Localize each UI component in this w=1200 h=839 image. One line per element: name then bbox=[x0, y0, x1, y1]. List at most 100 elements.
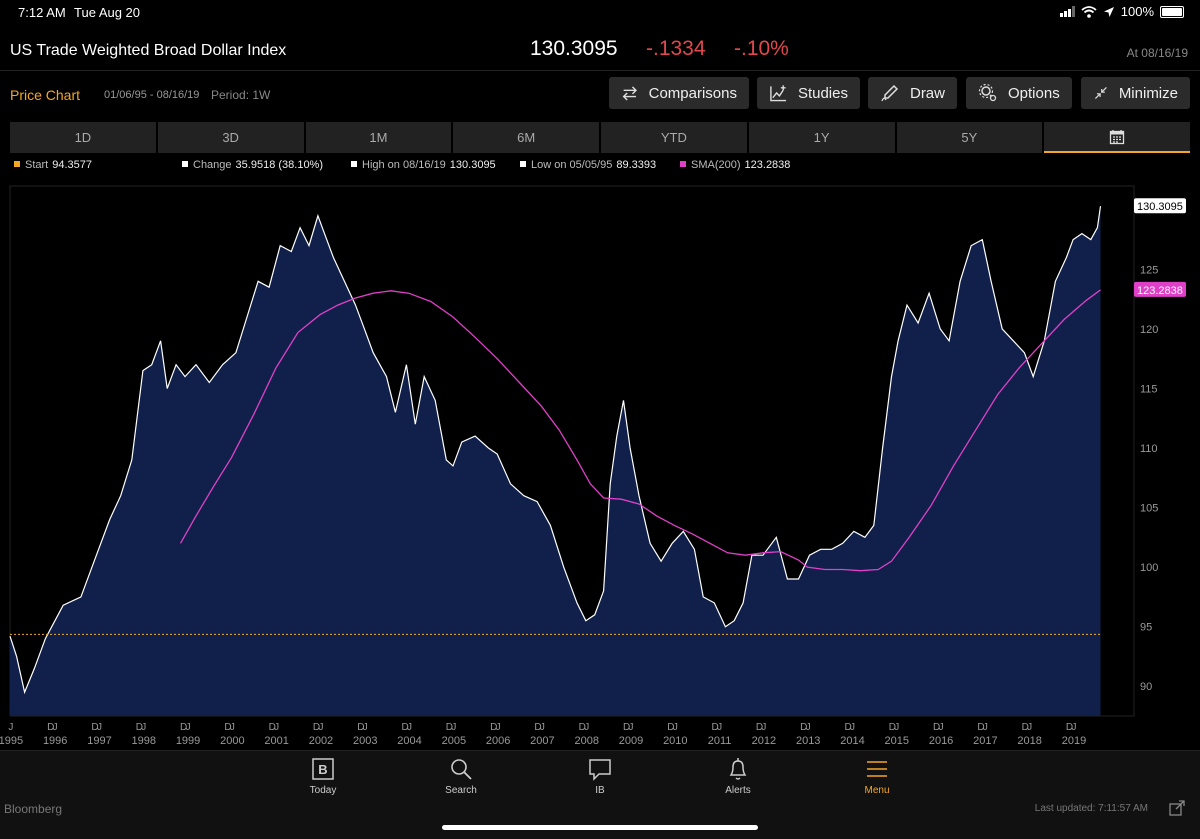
x-month-tick: D bbox=[534, 722, 541, 733]
x-month-tick: J bbox=[584, 722, 589, 733]
search-icon bbox=[451, 759, 472, 780]
x-year-label: 1998 bbox=[132, 735, 156, 747]
calendar-icon bbox=[1109, 129, 1125, 144]
minimize-label: Minimize bbox=[1118, 84, 1178, 102]
y-tick-label: 125 bbox=[1140, 264, 1158, 276]
x-month-tick: D bbox=[844, 722, 851, 733]
x-year-label: 2017 bbox=[973, 735, 997, 747]
x-month-tick: J bbox=[939, 722, 944, 733]
x-month-tick: D bbox=[933, 722, 940, 733]
home-indicator[interactable] bbox=[442, 825, 758, 830]
x-month-tick: D bbox=[490, 722, 497, 733]
x-year-label: 2005 bbox=[442, 735, 466, 747]
x-year-label: 2007 bbox=[530, 735, 554, 747]
date-range: 01/06/95 - 08/16/19 bbox=[104, 89, 200, 101]
nav-today[interactable]: B Today bbox=[283, 757, 363, 796]
low-marker-icon bbox=[520, 161, 526, 167]
x-month-tick: D bbox=[357, 722, 364, 733]
x-month-tick: J bbox=[1071, 722, 1076, 733]
bell-icon bbox=[729, 758, 747, 780]
as-of-date: At 08/16/19 bbox=[1126, 46, 1188, 60]
tab-5y[interactable]: 5Y bbox=[896, 122, 1043, 153]
nav-menu[interactable]: Menu bbox=[837, 757, 917, 796]
minimize-arrows-icon bbox=[1094, 87, 1107, 99]
x-month-tick: J bbox=[629, 722, 634, 733]
chat-bubble-icon bbox=[589, 759, 611, 781]
status-bar: 7:12 AM Tue Aug 20 100% bbox=[0, 0, 1200, 26]
x-month-tick: J bbox=[274, 722, 279, 733]
x-year-label: 2012 bbox=[752, 735, 776, 747]
minimize-button[interactable]: Minimize bbox=[1081, 77, 1190, 109]
x-month-tick: J bbox=[97, 722, 102, 733]
x-month-tick: J bbox=[141, 722, 146, 733]
x-month-tick: J bbox=[363, 722, 368, 733]
y-tick-label: 100 bbox=[1140, 562, 1158, 574]
x-year-label: 2013 bbox=[796, 735, 820, 747]
x-month-tick: D bbox=[712, 722, 719, 733]
x-year-label: 2002 bbox=[309, 735, 333, 747]
x-month-tick: J bbox=[496, 722, 501, 733]
x-month-tick: D bbox=[313, 722, 320, 733]
x-year-label: 1995 bbox=[0, 735, 23, 747]
x-month-tick: J bbox=[540, 722, 545, 733]
x-year-label: 2006 bbox=[486, 735, 510, 747]
nav-alerts[interactable]: Alerts bbox=[698, 757, 778, 796]
x-month-tick: J bbox=[983, 722, 988, 733]
battery-icon bbox=[1160, 5, 1184, 18]
studies-button[interactable]: Studies bbox=[757, 77, 860, 109]
tab-6m[interactable]: 6M bbox=[453, 122, 599, 153]
last-price-tag-label: 130.3095 bbox=[1137, 201, 1183, 213]
x-month-tick: D bbox=[91, 722, 98, 733]
price-area bbox=[10, 206, 1101, 716]
period-label[interactable]: Period: 1W bbox=[211, 88, 271, 102]
svg-text:B: B bbox=[318, 762, 327, 777]
y-tick-label: 120 bbox=[1140, 324, 1158, 336]
x-month-tick: J bbox=[318, 722, 323, 733]
stat-change: Change 35.9518 (38.10%) bbox=[182, 159, 323, 171]
x-month-tick: D bbox=[224, 722, 231, 733]
security-title: US Trade Weighted Broad Dollar Index bbox=[10, 42, 287, 59]
x-year-label: 2009 bbox=[619, 735, 643, 747]
brand-logo-text: Bloomberg bbox=[4, 802, 63, 816]
draw-button[interactable]: Draw bbox=[868, 77, 957, 109]
bottom-nav: B Today Search IB Alerts Menu Bloomberg … bbox=[0, 750, 1200, 839]
x-month-tick: D bbox=[401, 722, 408, 733]
battery-percent: 100% bbox=[1120, 4, 1154, 19]
price-line bbox=[9, 206, 1102, 695]
x-year-label: 2019 bbox=[1062, 735, 1086, 747]
change-marker-icon bbox=[182, 161, 188, 167]
sma-line bbox=[179, 289, 1101, 572]
tab-1d[interactable]: 1D bbox=[10, 122, 156, 153]
tab-custom-range[interactable] bbox=[1044, 122, 1190, 153]
x-year-label: 2011 bbox=[708, 735, 732, 747]
x-month-tick: D bbox=[889, 722, 896, 733]
gear-icon bbox=[978, 83, 997, 102]
x-month-tick: J bbox=[53, 722, 58, 733]
last-price: 130.3095 bbox=[530, 37, 618, 60]
comparisons-button[interactable]: Comparisons bbox=[609, 77, 749, 109]
x-month-tick: D bbox=[180, 722, 187, 733]
percent-change: -.10% bbox=[734, 37, 789, 60]
share-icon[interactable] bbox=[1168, 799, 1186, 817]
x-year-label: 1999 bbox=[176, 735, 200, 747]
stat-low: Low on 05/05/95 89.3393 bbox=[520, 159, 656, 171]
bloomberg-b-icon: B bbox=[312, 758, 334, 780]
x-year-label: 2016 bbox=[929, 735, 953, 747]
tab-1y[interactable]: 1Y bbox=[748, 122, 895, 153]
hamburger-menu-icon bbox=[867, 761, 887, 777]
nav-ib[interactable]: IB bbox=[560, 757, 640, 796]
x-month-tick: J bbox=[761, 722, 766, 733]
options-button[interactable]: Options bbox=[966, 77, 1072, 109]
high-marker-icon bbox=[351, 161, 357, 167]
x-month-tick: J bbox=[230, 722, 235, 733]
status-time: 7:12 AM bbox=[18, 5, 66, 20]
x-month-tick: J bbox=[673, 722, 678, 733]
last-price-tag: 130.3095 bbox=[1134, 198, 1186, 214]
x-month-tick: D bbox=[756, 722, 763, 733]
net-change: -.1334 bbox=[646, 37, 706, 60]
tab-3d[interactable]: 3D bbox=[157, 122, 304, 153]
tab-ytd[interactable]: YTD bbox=[601, 122, 747, 153]
tab-1m[interactable]: 1M bbox=[305, 122, 452, 153]
nav-search[interactable]: Search bbox=[421, 757, 501, 796]
